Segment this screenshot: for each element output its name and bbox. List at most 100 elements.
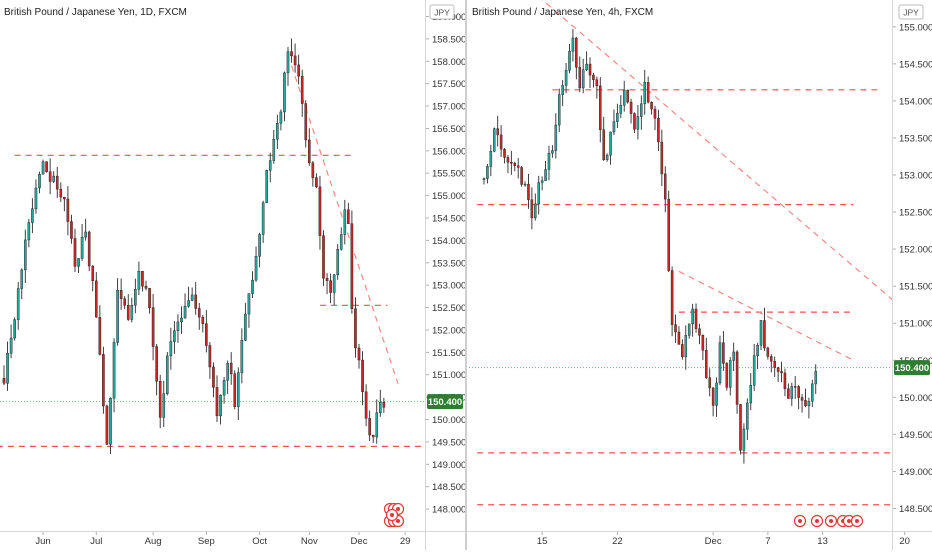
candle[interactable] bbox=[48, 158, 52, 195]
candle[interactable] bbox=[540, 176, 544, 191]
candle[interactable] bbox=[770, 354, 773, 373]
candle[interactable] bbox=[226, 360, 229, 395]
candle[interactable] bbox=[492, 127, 496, 153]
candle[interactable] bbox=[31, 198, 34, 234]
candle[interactable] bbox=[520, 166, 523, 187]
candle[interactable] bbox=[336, 244, 340, 280]
candle[interactable] bbox=[592, 72, 595, 88]
panel-divider[interactable] bbox=[465, 0, 467, 550]
candle[interactable] bbox=[489, 144, 493, 177]
candle[interactable] bbox=[687, 323, 691, 339]
candle[interactable] bbox=[561, 80, 564, 107]
candle[interactable] bbox=[55, 167, 59, 198]
candle[interactable] bbox=[318, 175, 322, 250]
candle[interactable] bbox=[80, 223, 84, 261]
candle[interactable] bbox=[201, 314, 205, 333]
candle[interactable] bbox=[375, 399, 379, 444]
trendline[interactable] bbox=[505, 0, 929, 331]
candle[interactable] bbox=[233, 370, 237, 410]
candle[interactable] bbox=[94, 272, 98, 318]
candle[interactable] bbox=[34, 179, 38, 214]
candle[interactable] bbox=[215, 375, 219, 423]
candle[interactable] bbox=[677, 326, 681, 345]
candle[interactable] bbox=[513, 161, 517, 172]
chart-panel[interactable]: 148.000148.500149.000149.500150.000150.5… bbox=[0, 0, 466, 550]
candle[interactable] bbox=[728, 357, 732, 396]
candle[interactable] bbox=[537, 175, 540, 215]
candle[interactable] bbox=[708, 368, 711, 397]
candle[interactable] bbox=[694, 303, 698, 333]
candle[interactable] bbox=[732, 342, 735, 371]
candle[interactable] bbox=[636, 104, 640, 140]
candle[interactable] bbox=[77, 258, 80, 273]
candle[interactable] bbox=[739, 403, 742, 455]
candle[interactable] bbox=[155, 343, 158, 396]
candle[interactable] bbox=[98, 305, 102, 356]
candle[interactable] bbox=[814, 364, 818, 394]
candle[interactable] bbox=[691, 303, 694, 337]
candle[interactable] bbox=[715, 377, 718, 417]
currency-badge[interactable]: JPY bbox=[898, 4, 924, 20]
candle[interactable] bbox=[148, 287, 151, 314]
candle[interactable] bbox=[705, 337, 708, 379]
candle[interactable] bbox=[643, 69, 647, 115]
candle[interactable] bbox=[141, 270, 144, 292]
candle[interactable] bbox=[735, 350, 739, 414]
candle[interactable] bbox=[254, 246, 258, 282]
candle[interactable] bbox=[759, 320, 763, 351]
plot-area[interactable] bbox=[466, 0, 929, 506]
candle[interactable] bbox=[311, 161, 315, 187]
candle[interactable] bbox=[9, 324, 13, 359]
candle[interactable] bbox=[137, 261, 141, 295]
candle[interactable] bbox=[119, 278, 123, 310]
candle[interactable] bbox=[530, 187, 534, 230]
candle[interactable] bbox=[523, 181, 527, 187]
candle[interactable] bbox=[557, 88, 561, 133]
candle[interactable] bbox=[105, 404, 109, 445]
candle[interactable] bbox=[807, 397, 811, 419]
candle[interactable] bbox=[126, 294, 130, 321]
candle[interactable] bbox=[180, 306, 183, 334]
candle[interactable] bbox=[633, 112, 636, 133]
candle[interactable] bbox=[162, 380, 166, 428]
candle[interactable] bbox=[66, 186, 70, 236]
candle[interactable] bbox=[663, 166, 667, 213]
candle[interactable] bbox=[59, 182, 63, 202]
candle[interactable] bbox=[339, 227, 343, 251]
candle[interactable] bbox=[368, 410, 371, 441]
candle[interactable] bbox=[307, 128, 311, 166]
currency-badge[interactable]: JPY bbox=[429, 4, 455, 20]
candle[interactable] bbox=[766, 346, 770, 360]
candle[interactable] bbox=[38, 171, 41, 194]
candle[interactable] bbox=[27, 218, 31, 248]
candle[interactable] bbox=[169, 327, 173, 370]
candle[interactable] bbox=[297, 54, 300, 85]
candle[interactable] bbox=[20, 268, 24, 300]
candle[interactable] bbox=[190, 287, 194, 302]
candle[interactable] bbox=[684, 325, 688, 370]
candle[interactable] bbox=[173, 321, 176, 354]
candle[interactable] bbox=[578, 56, 582, 93]
candle[interactable] bbox=[300, 69, 304, 117]
candle[interactable] bbox=[646, 76, 650, 104]
candle[interactable] bbox=[575, 36, 578, 80]
candle[interactable] bbox=[293, 43, 297, 73]
candle[interactable] bbox=[650, 101, 653, 115]
candle[interactable] bbox=[382, 397, 386, 413]
candle[interactable] bbox=[581, 58, 585, 94]
candle[interactable] bbox=[315, 173, 318, 189]
candle[interactable] bbox=[45, 161, 48, 173]
candle[interactable] bbox=[588, 57, 592, 89]
candle[interactable] bbox=[304, 100, 308, 148]
candle[interactable] bbox=[187, 286, 190, 308]
candle[interactable] bbox=[354, 297, 357, 358]
candle[interactable] bbox=[773, 356, 776, 377]
candle[interactable] bbox=[506, 154, 510, 174]
candle[interactable] bbox=[322, 230, 325, 287]
candle[interactable] bbox=[52, 171, 56, 184]
candle[interactable] bbox=[763, 307, 766, 351]
candle[interactable] bbox=[701, 334, 705, 361]
candle[interactable] bbox=[640, 95, 643, 130]
candle[interactable] bbox=[551, 145, 554, 158]
candle[interactable] bbox=[347, 202, 350, 224]
